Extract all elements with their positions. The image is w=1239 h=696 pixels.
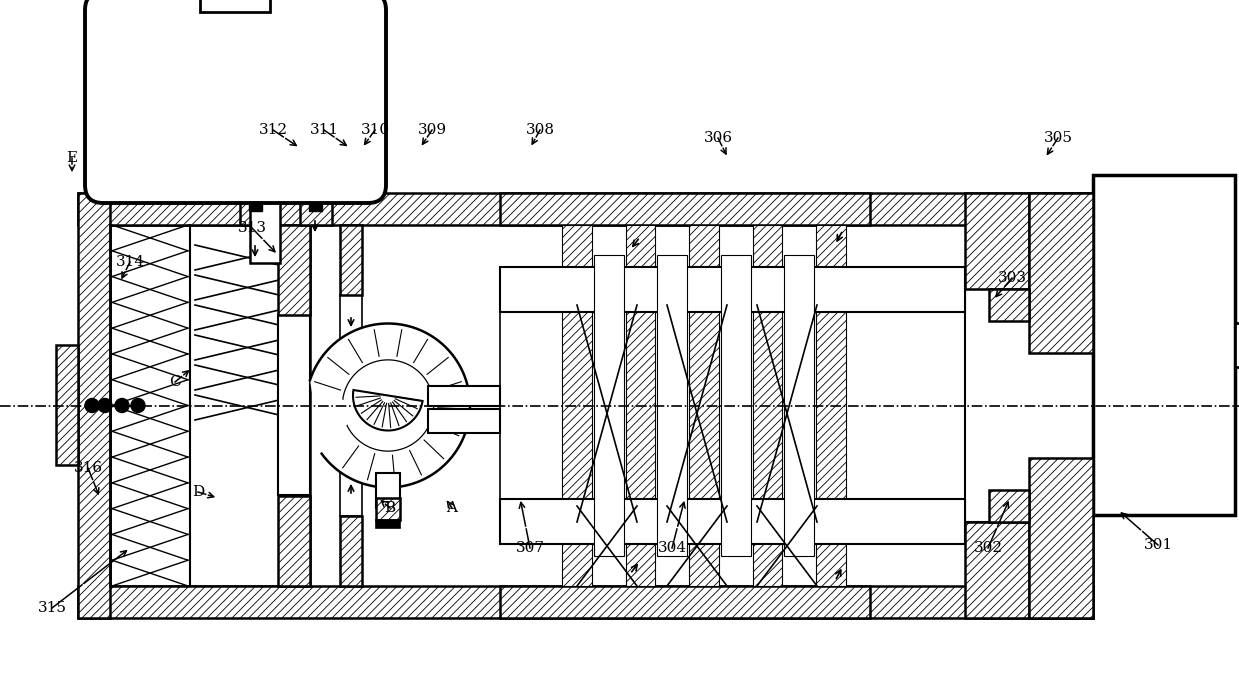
FancyBboxPatch shape [85, 0, 387, 203]
Text: 307: 307 [515, 541, 544, 555]
Bar [989, 490, 1030, 522]
Circle shape [115, 399, 129, 413]
Bar [375, 519, 400, 528]
Polygon shape [353, 390, 422, 431]
Bar [721, 255, 751, 556]
Text: A: A [446, 501, 457, 515]
Bar [300, 128, 332, 225]
Bar [1030, 193, 1093, 618]
Text: D: D [192, 485, 204, 499]
Text: 312: 312 [259, 123, 287, 137]
Bar [199, 0, 270, 12]
Text: 303: 303 [997, 271, 1026, 285]
Bar [658, 255, 688, 556]
Bar [249, 198, 261, 211]
Text: 310: 310 [361, 123, 389, 137]
Bar [309, 198, 322, 211]
Bar [339, 295, 362, 516]
Bar [989, 289, 1030, 321]
Bar [78, 193, 110, 618]
Bar [501, 586, 870, 618]
Bar [375, 498, 400, 519]
Text: 302: 302 [974, 541, 1002, 555]
Bar [965, 193, 1030, 289]
Bar [278, 315, 310, 495]
Bar [78, 586, 1093, 618]
Bar [689, 225, 719, 586]
Bar [240, 128, 273, 225]
Bar [965, 289, 1093, 522]
Text: C: C [170, 375, 181, 389]
Bar [1093, 175, 1235, 515]
Bar [427, 386, 501, 406]
Bar [278, 225, 310, 315]
Bar [250, 180, 280, 263]
Bar [501, 267, 965, 312]
Bar [1235, 323, 1239, 367]
Circle shape [85, 399, 99, 413]
Bar [278, 496, 310, 586]
Bar [375, 473, 400, 507]
Text: 316: 316 [73, 461, 103, 475]
Bar [110, 225, 310, 586]
Text: E: E [67, 151, 78, 165]
Bar [593, 255, 623, 556]
Bar [1030, 458, 1093, 618]
Bar [56, 345, 78, 465]
Polygon shape [310, 324, 470, 487]
Bar [1030, 193, 1093, 353]
Bar [501, 499, 965, 544]
Bar [752, 225, 783, 586]
Text: 306: 306 [704, 131, 732, 145]
Bar [965, 522, 1030, 618]
Bar [784, 255, 814, 556]
Bar [501, 312, 965, 499]
Text: 309: 309 [418, 123, 446, 137]
Bar [78, 193, 1093, 225]
Text: B: B [384, 501, 395, 515]
Bar [339, 516, 362, 586]
Text: 315: 315 [37, 601, 67, 615]
Circle shape [131, 399, 145, 413]
Bar [339, 225, 362, 295]
Text: 314: 314 [115, 255, 145, 269]
Text: 311: 311 [310, 123, 338, 137]
Bar [563, 225, 592, 586]
Bar [247, 110, 266, 128]
Circle shape [98, 399, 112, 413]
Bar [626, 225, 655, 586]
Text: 304: 304 [658, 541, 686, 555]
Text: 308: 308 [525, 123, 555, 137]
Bar [427, 409, 501, 432]
Polygon shape [343, 361, 432, 450]
Bar [501, 193, 870, 225]
Text: 313: 313 [238, 221, 266, 235]
Text: 301: 301 [1144, 538, 1172, 552]
Text: 305: 305 [1043, 131, 1073, 145]
Bar [306, 110, 326, 128]
Bar [817, 225, 846, 586]
